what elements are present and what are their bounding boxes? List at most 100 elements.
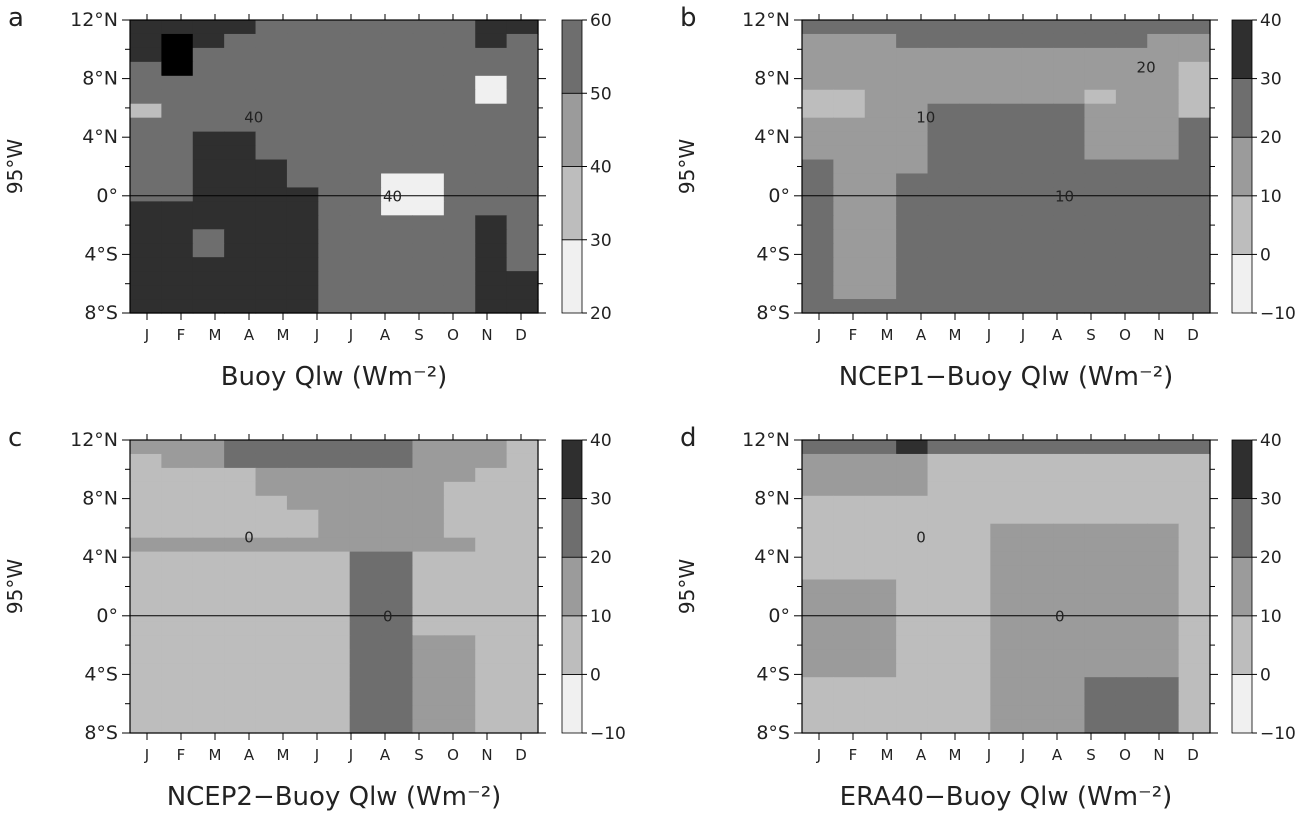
heat-cell [802,551,834,567]
colorbar-label: 10 [590,607,612,627]
heat-cell [475,523,508,539]
heat-cell [1053,565,1086,581]
heat-cell [506,705,539,720]
heat-cell [475,509,508,525]
heat-cell [864,523,897,539]
heat-cell [1021,285,1054,300]
heat-cell [802,229,834,244]
heat-cell [412,705,445,720]
heat-cell [412,47,445,63]
heat-cell [1115,33,1148,49]
heat-cell [896,201,929,216]
heat-cell [286,20,319,35]
heat-cell [1147,201,1180,216]
heat-cell [255,579,288,595]
heat-cell [161,243,194,258]
x-tick-label: J [986,326,991,344]
heat-cell [1021,271,1054,286]
contour-label: 0 [916,529,926,547]
heat-cell [958,215,991,230]
heat-cell [990,159,1023,175]
heat-cell [1084,635,1117,650]
heat-cell [1021,20,1054,35]
heat-cell [990,61,1023,77]
heat-cell [1084,523,1117,539]
heat-cell [1115,551,1148,567]
heat-cell [802,481,834,497]
heat-cell [927,691,960,706]
heat-cell [1178,145,1211,161]
heat-cell [1021,201,1054,216]
heat-cell [1147,117,1180,133]
heat-cell [1178,33,1211,49]
heat-cell [130,187,162,202]
heat-cell [381,47,414,63]
heat-cell [318,495,351,511]
heat-cell [130,719,162,734]
heat-cell [161,495,194,511]
heat-cell [833,117,866,133]
heat-cell [864,593,897,609]
colorbar-segment [1231,498,1253,558]
heat-cell [833,131,866,147]
heat-cell [506,440,539,455]
x-tick-label: J [348,746,353,764]
heat-cell [381,649,414,664]
heat-cell [475,649,508,664]
heat-cell [381,187,414,202]
heat-cell [318,467,351,483]
heat-cell [1021,159,1054,175]
heat-cell [475,145,508,161]
heat-cell [958,467,991,483]
heat-cell [1115,257,1148,272]
heat-cell [475,75,508,91]
heat-cell [412,719,445,734]
y-tick-label: 4°S [84,663,118,685]
heat-cell [192,440,225,455]
heat-cell [318,229,351,244]
heat-cell [255,257,288,272]
y-tick-label: 0° [96,185,118,207]
heat-cell [130,509,162,525]
x-tick-label: S [414,326,424,344]
colorbar-label: 0 [1260,245,1271,265]
heat-cell [224,131,257,147]
heat-cell [443,537,476,553]
x-tick-label: M [277,746,290,764]
heat-cell [1021,257,1054,272]
heat-cell [1147,440,1180,455]
heat-cell [864,145,897,161]
heat-cell [475,229,508,244]
heat-cell [130,635,162,650]
heat-cell [1084,173,1117,189]
heat-cell [802,649,834,664]
heat-cell [1021,117,1054,133]
heat-cell [1147,663,1180,678]
heat-cell [192,229,225,244]
heat-cell [443,453,476,469]
heat-cell [833,565,866,581]
heat-cell [927,705,960,720]
heat-cell [475,691,508,706]
heat-cell [412,33,445,49]
contour-label: 10 [1055,188,1074,206]
heat-cell [802,103,834,119]
colorbar-segment [561,615,583,675]
heat-cell [381,33,414,49]
heat-cell [506,229,539,244]
heat-cell [286,565,319,581]
heat-cell [1084,495,1117,511]
heat-cell [192,663,225,678]
heat-cell [1053,635,1086,650]
x-axis-title: Buoy Qlw (Wm⁻²) [221,362,448,392]
heat-cell [864,579,897,595]
heat-cell [130,523,162,539]
heat-cell [1147,551,1180,567]
heat-cell [1147,131,1180,147]
heat-cell [1053,61,1086,77]
heat-cell [864,159,897,175]
heat-cell [506,299,539,314]
colorbar-label: −10 [1260,724,1296,744]
heat-cell [958,495,991,511]
x-tick-label: O [447,326,459,344]
